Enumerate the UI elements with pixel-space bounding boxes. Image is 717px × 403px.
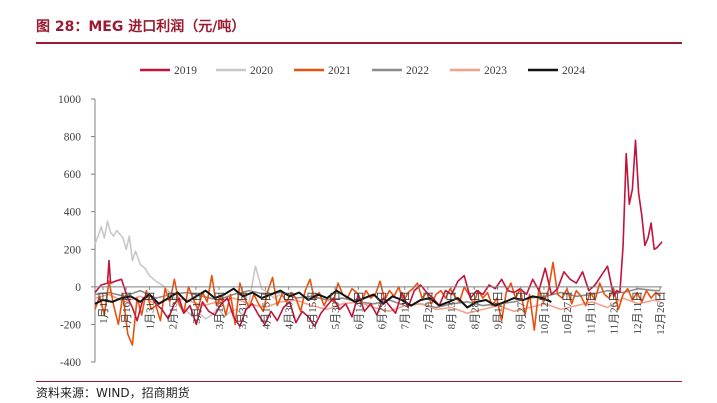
x-tick-label: 4月30日	[284, 291, 296, 330]
x-tick-label: 1月1日	[98, 291, 110, 324]
x-tick-label: 3月31日	[237, 291, 249, 330]
y-tick-label: 0	[75, 282, 81, 294]
figure-title: 图 28：MEG 进口利润（元/吨）	[36, 19, 246, 35]
x-tick-label: 3月16日	[214, 291, 226, 330]
figure-source: 资料来源：WIND，招商期货	[36, 386, 190, 400]
x-tick-label: 6月29日	[377, 291, 389, 330]
x-tick-label: 5月15日	[307, 291, 319, 330]
title-rule	[36, 42, 682, 44]
x-tick-label: 7月29日	[423, 291, 435, 330]
y-tick-label: -200	[60, 319, 81, 331]
x-tick-label: 9月27日	[516, 291, 528, 330]
x-tick-label: 4月15日	[260, 291, 272, 330]
y-tick-label: 1000	[58, 94, 81, 106]
legend-label-2022: 2022	[406, 65, 429, 77]
x-tick-label: 10月12日	[539, 291, 551, 335]
x-tick-label: 5月30日	[330, 291, 342, 330]
series-line-2024	[94, 287, 552, 309]
series-line-2021	[94, 261, 661, 346]
x-tick-label: 7月14日	[400, 291, 412, 330]
legend-label-2021: 2021	[328, 65, 351, 77]
y-tick-label: 800	[64, 132, 82, 144]
legend-label-2020: 2020	[250, 65, 273, 77]
x-tick-label: 2月15日	[168, 291, 180, 330]
x-tick-label: 11月11日	[585, 291, 597, 334]
legend-label-2019: 2019	[174, 65, 197, 77]
x-tick-label: 9月12日	[493, 291, 505, 330]
source-rule	[36, 381, 682, 382]
x-tick-label: 10月27日	[562, 291, 574, 335]
x-tick-label: 8月28日	[469, 291, 481, 330]
x-tick-label: 1月31日	[144, 291, 156, 330]
y-tick-label: -400	[60, 357, 81, 369]
y-tick-label: 400	[64, 207, 82, 219]
x-tick-label: 11月26日	[609, 291, 621, 335]
legend-label-2024: 2024	[562, 65, 585, 77]
series-line-2019	[94, 139, 663, 328]
x-tick-label: 12月11日	[632, 291, 644, 335]
x-tick-label: 12月26日	[655, 291, 667, 335]
series-line-2020	[94, 220, 281, 320]
legend-label-2023: 2023	[484, 65, 507, 77]
x-tick-label: 6月14日	[353, 291, 365, 330]
x-tick-label: 3月1日	[191, 291, 203, 324]
line-chart: 1000 800 600 400 200 0 -200 -400 1月1日 1月16日 1月31日 2…	[58, 65, 667, 369]
y-tick-label: 600	[64, 169, 82, 181]
y-tick-label: 200	[64, 244, 82, 256]
x-tick-label: 8月13日	[446, 291, 458, 330]
x-tick-label: 1月16日	[121, 291, 133, 330]
